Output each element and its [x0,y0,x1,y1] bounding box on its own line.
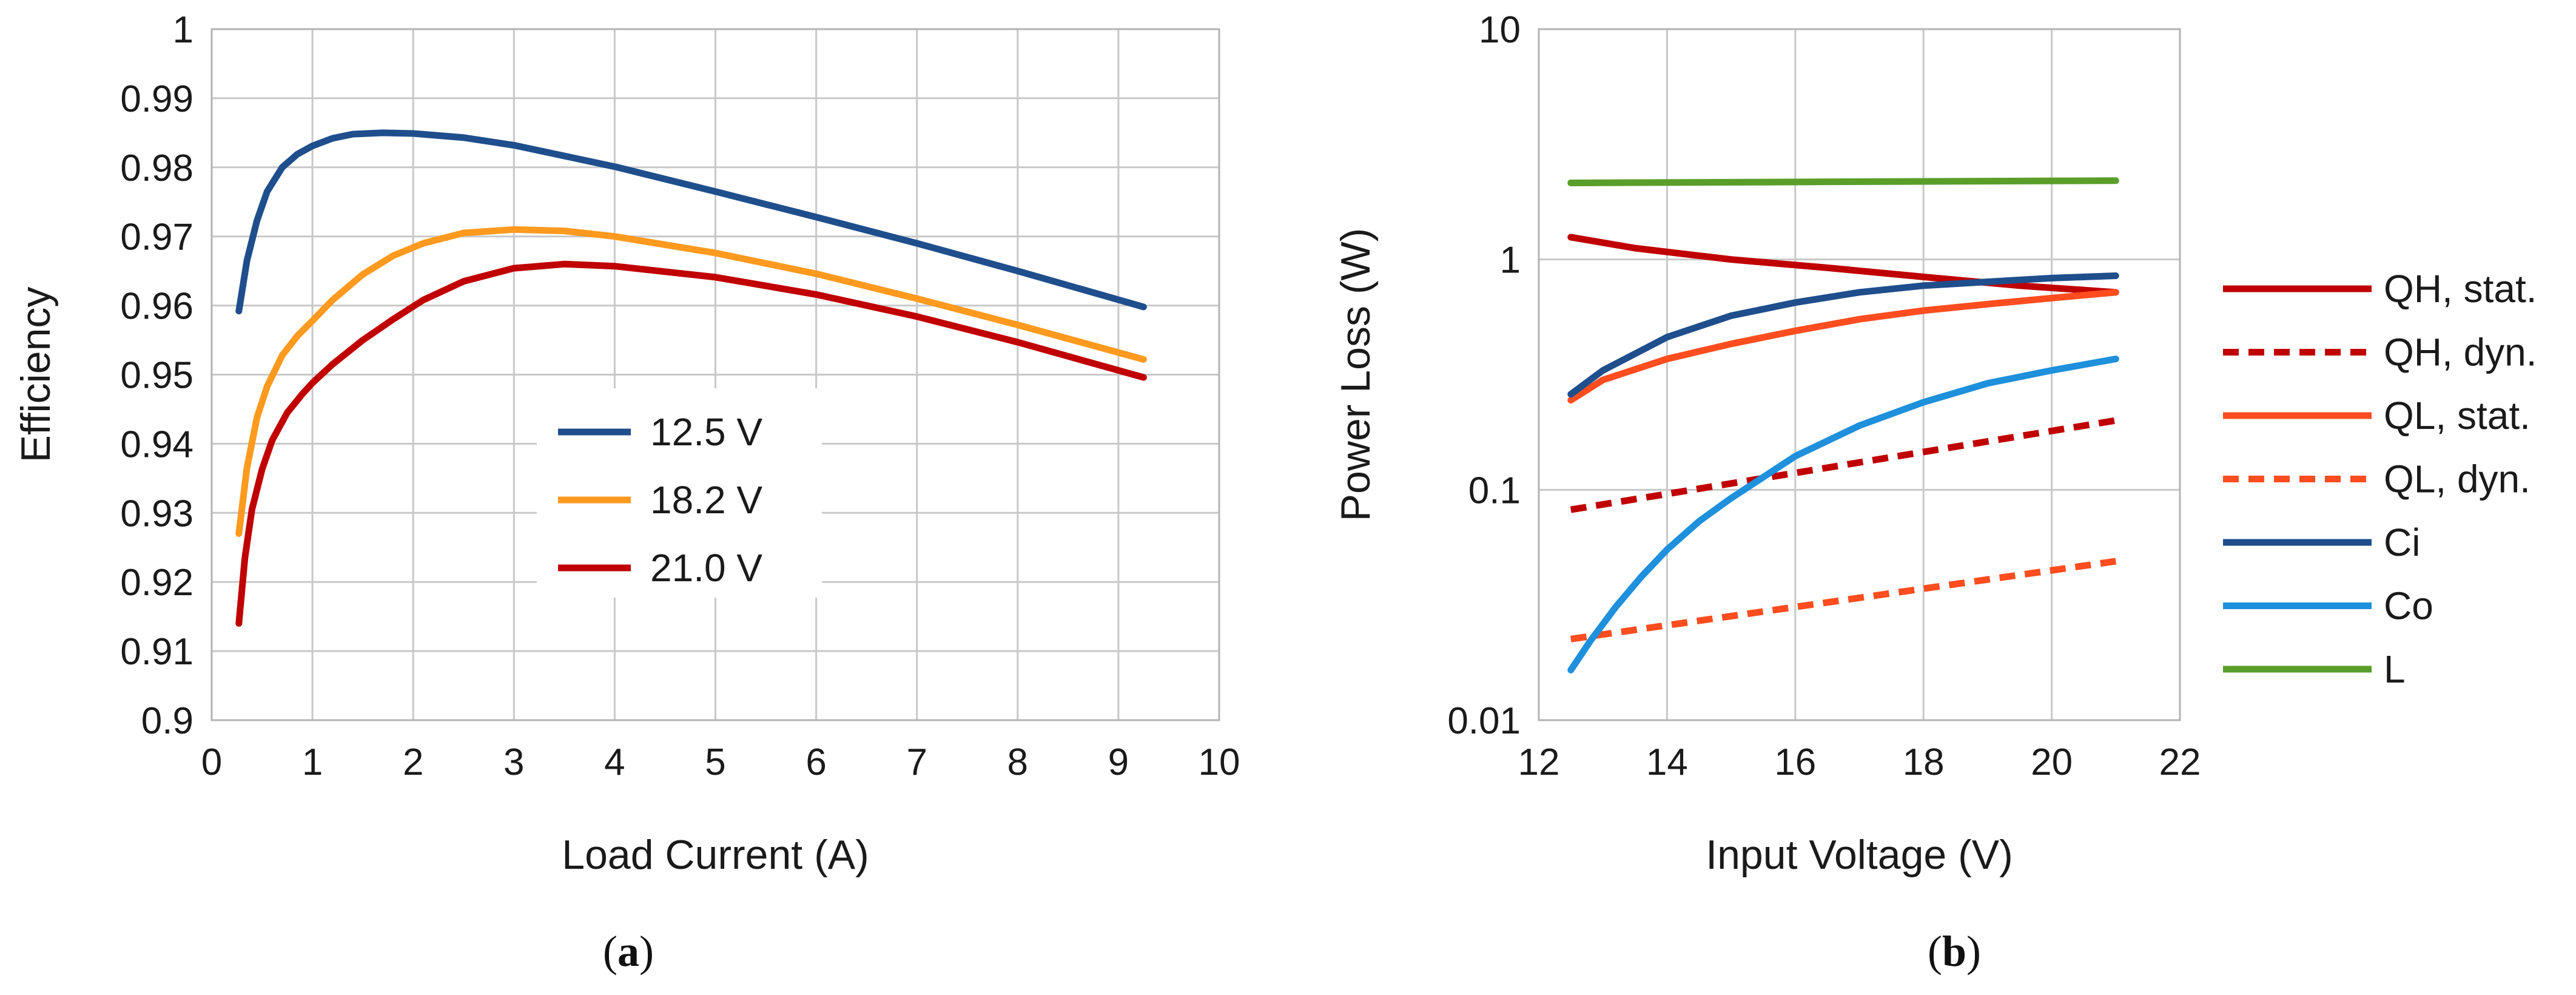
series-line-qh-stat [1567,234,2119,296]
x-tick-label: 4 [604,741,625,783]
x-tick-label: 0 [201,741,222,783]
legend: QH, stat. QH, dyn. QL, stat. QL, dyn. Ci Co L [2223,267,2537,691]
y-tick-label: 0.98 [120,147,193,189]
x-tick-label: 18 [1903,741,1945,783]
legend: 12.5 V 18.2 V 21.0 V [537,388,822,598]
x-tick-label: 9 [1108,741,1129,783]
legend-label: QL, stat. [2384,394,2531,437]
legend-label: L [2384,647,2406,691]
y-axis-label: Efficiency [13,287,59,463]
chart-a-efficiency: 0.9 0.91 0.92 0.93 0.94 0.95 0.96 0.97 0.98 0.99 1… [13,9,1240,976]
y-tick-label: 0.97 [120,217,193,258]
y-tick-label: 10 [1479,9,1521,51]
series-line-12-5-v [235,129,1147,315]
x-tick-label: 2 [403,741,423,783]
x-tick-label: 5 [705,741,725,783]
legend-label: 12.5 V [650,410,762,454]
legend-label: Co [2384,584,2433,628]
series-line-18-2-v [235,226,1147,537]
x-tick-label: 16 [1774,741,1816,783]
y-tick-label: 0.93 [120,493,193,535]
plot-frame [1538,28,2181,721]
series-line-ql-dyn [1570,558,2117,643]
legend-label: Ci [2384,521,2420,564]
y-tick-label: 0.94 [120,423,193,465]
legend-label: 21.0 V [650,546,762,590]
y-tick-label: 0.91 [120,631,193,673]
legend-label: QL, dyn. [2384,457,2531,501]
x-tick-label: 1 [302,741,323,783]
x-tick-label: 22 [2159,741,2201,783]
series-line-21-0-v [235,260,1147,627]
series-line-qh-dyn [1570,417,2117,513]
y-tick-label: 0.01 [1447,700,1521,742]
x-tick-label: 20 [2031,741,2073,783]
legend-box [537,388,822,598]
series-line-co [1567,356,2119,673]
series-line-ci [1567,272,2119,398]
gridlines [1538,28,2181,721]
y-tick-label: 0.95 [120,355,193,397]
x-tick-label: 8 [1007,741,1028,783]
y-tick-label: 0.96 [120,286,193,328]
x-tick-label: 6 [805,741,826,783]
legend-label: QH, stat. [2384,267,2537,311]
panel-caption: (b) [1928,927,1981,976]
y-tick-label: 1 [1500,240,1521,282]
series-lines [235,129,1147,627]
y-tick-label: 1 [173,9,193,51]
legend-label: 18.2 V [650,478,762,522]
x-tick-label: 7 [906,741,927,783]
x-tick-label: 12 [1518,741,1560,783]
x-tick-label: 10 [1199,741,1240,783]
panel-caption: (a) [603,927,654,976]
x-tick-label: 14 [1646,741,1688,783]
legend-label: QH, dyn. [2384,331,2537,374]
x-axis-label: Input Voltage (V) [1706,832,2013,878]
series-lines [1567,177,2119,673]
series-line-ql-stat [1567,289,2119,404]
y-tick-label: 0.92 [120,562,193,604]
y-tick-label: 0.1 [1468,470,1521,511]
y-tick-label: 0.9 [141,700,193,742]
plot-frame [210,28,1220,721]
y-axis-label: Power Loss (W) [1333,228,1379,522]
chart-b-power-loss: 0.01 0.1 1 10 12 14 16 18 20 22 Power Loss (W) Inpu… [1333,9,2537,976]
x-tick-label: 3 [503,741,524,783]
x-axis-label: Load Current (A) [562,832,869,878]
y-tick-label: 0.99 [120,78,193,120]
series-line-l [1567,177,2119,186]
